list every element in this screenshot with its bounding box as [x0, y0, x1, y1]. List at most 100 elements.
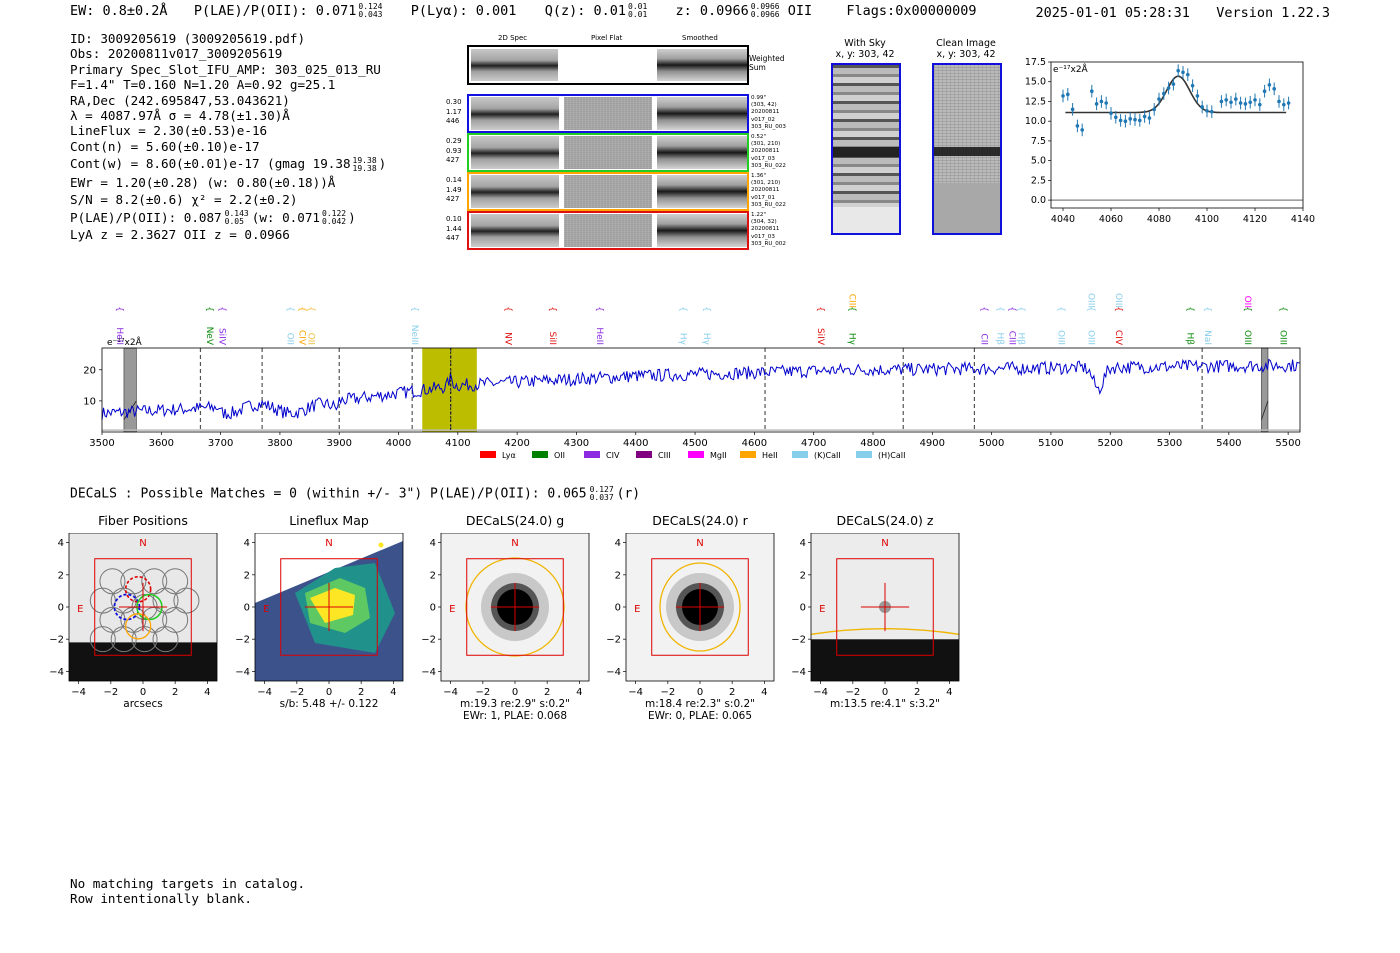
spectrum-line-label: SiIV [216, 328, 226, 346]
zoom-data-point [1262, 89, 1267, 93]
spectrum-line-label-brace: { [297, 306, 307, 312]
decals-panel-title: Fiber Positions [98, 513, 188, 528]
decals-ytick-label: 0 [615, 603, 621, 614]
header-right: 2025-01-01 05:28:31 Version 1.22.3 [1035, 5, 1330, 21]
decals-east-label: E [634, 604, 640, 615]
header-qz: Q(z): 0.01 [544, 3, 626, 19]
fiber-circle [152, 587, 179, 614]
decals-ytick-label: 2 [58, 570, 64, 581]
decals-ytick-label: −2 [235, 635, 250, 646]
decals-east-label: E [449, 604, 455, 615]
zoom-data-point [1133, 117, 1137, 122]
spectrum-line-label: HeII [114, 327, 124, 345]
fiber-circle [110, 587, 137, 614]
zoom-data-point [1128, 117, 1132, 121]
decals-north-label: N [325, 538, 332, 549]
header-datetime: 2025-01-01 05:28:31 [1035, 5, 1190, 21]
decals-east-label: E [263, 604, 269, 615]
zoom-ytick-label: 0.0 [1031, 195, 1046, 206]
fiber-circle [120, 568, 147, 595]
info-block: ID: 3009205619 (3009205619.pdf) Obs: 202… [70, 31, 386, 242]
spectrum-line-label-group: Hβ { [1015, 306, 1025, 345]
spectrum-xtick-label: 4300 [564, 438, 589, 449]
spectrum-line-label: OIII [1242, 330, 1252, 345]
spectrum-line-label: NeV [204, 327, 214, 346]
zoom-data-point [1282, 102, 1286, 107]
info-gmag-lo: 19.38 [352, 163, 377, 173]
cutout-row: 0.14 1.49 427 1.36" (301, 210) 20200811 v017_0… [440, 172, 790, 211]
spectrum-xtick-label: 4700 [801, 438, 826, 449]
cutout-pixelflat [564, 136, 652, 169]
cutout-stat: 1.44 [446, 224, 462, 233]
cutout-stat: 0.29 [446, 137, 462, 145]
cutout-row-frame [467, 94, 749, 133]
cutout-row: 0.29 0.93 427 0.52" (301, 210) 20200811 v017_0… [440, 133, 790, 172]
info-contn: Cont(n) = 5.60(±0.10)e-17 [70, 138, 260, 154]
spectrum-xtick-label: 4900 [920, 438, 945, 449]
spectrum-xtick-label: 5400 [1216, 438, 1241, 449]
with-sky-lower [833, 207, 899, 233]
spectrum-legend-label: CIII [658, 451, 671, 460]
decals-xtick-label: 2 [729, 687, 735, 698]
spectrum-line-label: SiIV [815, 328, 825, 346]
spectrum-xtick-label: 3900 [327, 438, 352, 449]
cutout-smoothed [657, 136, 747, 169]
zoom-data-point [1104, 101, 1108, 105]
decals-xtick-label: 2 [172, 687, 178, 698]
zoom-data-point [1075, 124, 1080, 128]
decals-xtick-label: 4 [761, 687, 767, 698]
decals-north-label: N [696, 538, 703, 549]
spectrum-line-label-brace: { [1242, 306, 1252, 312]
spectrum-line-label: OIII [1085, 330, 1095, 345]
decals-ytick-label: 0 [244, 603, 250, 614]
zoom-ytick-label: 15.0 [1025, 77, 1046, 88]
header-plae: P(LAE)/P(OII): 0.071 [193, 3, 357, 19]
cutout-row-meta: 0.52" (301, 210) 20200811 v017_03 303_RU_022 [751, 134, 786, 170]
header-qz-hi: 0.01 [628, 2, 648, 11]
weighted-sum-label: Weighted Sum [749, 54, 785, 72]
decals-xtick-label: 4 [204, 687, 210, 698]
zoom-plot-frame [1050, 61, 1304, 209]
cutout-meta: 303_RU_003 [751, 123, 786, 130]
decals-panel-title: Lineflux Map [289, 513, 369, 528]
lineflux-empty [255, 533, 403, 603]
spectrum-legend-swatch [480, 451, 496, 458]
cutout-row: 0.10 1.44 447 1.22" (304, 32) 20200811 v017_03… [440, 211, 790, 250]
spectrum-line-label-brace: { [204, 306, 214, 312]
cutout-meta: 303_RU_022 [751, 201, 786, 208]
zoom-fit-chart: 0.0 2.5 5.0 7.5 10.0 12.5 15.0 17.5 4040 4060 4080… [1025, 57, 1315, 225]
zoom-data-point [1070, 107, 1075, 112]
cutout-pixelflat [564, 214, 652, 247]
decals-east-label: E [77, 604, 83, 615]
spectrum-line-label-group: Hβ { [995, 306, 1005, 345]
cutout-header-2dspec: 2D Spec [498, 34, 528, 42]
spectrum-line-label: NV [502, 332, 512, 346]
decals-xtick-label: 2 [914, 687, 920, 698]
spectrum-line-label-group: NaI { [1202, 306, 1212, 345]
decals-summary-hi: 0.127 [589, 485, 614, 494]
header-z-lo: 0.0966 [750, 10, 780, 19]
decals-caption-2: EWr: 0, PLAE: 0.065 [648, 710, 752, 722]
info-contw-text: Cont(w) = 8.60(±0.01)e-17 (gmag 19.38 [70, 156, 351, 172]
spectrum-flux-line [101, 358, 1300, 420]
zoom-data-point [1152, 107, 1156, 112]
decals-z-shadow [811, 639, 959, 681]
zoom-data-point [1166, 86, 1171, 90]
weighted-smoothed [657, 49, 747, 81]
zoom-data-point [1195, 94, 1200, 98]
header-plae-lo: 0.043 [358, 10, 383, 19]
info-plae-w-hi: 0.122 [322, 209, 347, 219]
zoom-data-point [1142, 114, 1147, 119]
decals-ytick-label: 4 [615, 538, 621, 549]
clean-image-subtitle: x, y: 303, 42 [936, 49, 996, 60]
decals-panel: N E −4 −4 −2 −2 0 0 2 2 4 4 arcsecs [49, 533, 218, 710]
cutout-stat: 1.49 [446, 185, 462, 194]
zoom-ytick-label: 10.0 [1025, 116, 1046, 127]
cutout-meta: 20200811 [751, 226, 780, 233]
fiber-circle [162, 568, 189, 595]
spectrum-line-label-group: HeII { [594, 306, 604, 345]
spectrum-xtick-label: 3600 [149, 438, 174, 449]
cutout-meta: 20200811 [751, 187, 780, 194]
cutout-stat: 427 [446, 156, 460, 164]
spectrum-line-label-brace: { [502, 306, 512, 312]
